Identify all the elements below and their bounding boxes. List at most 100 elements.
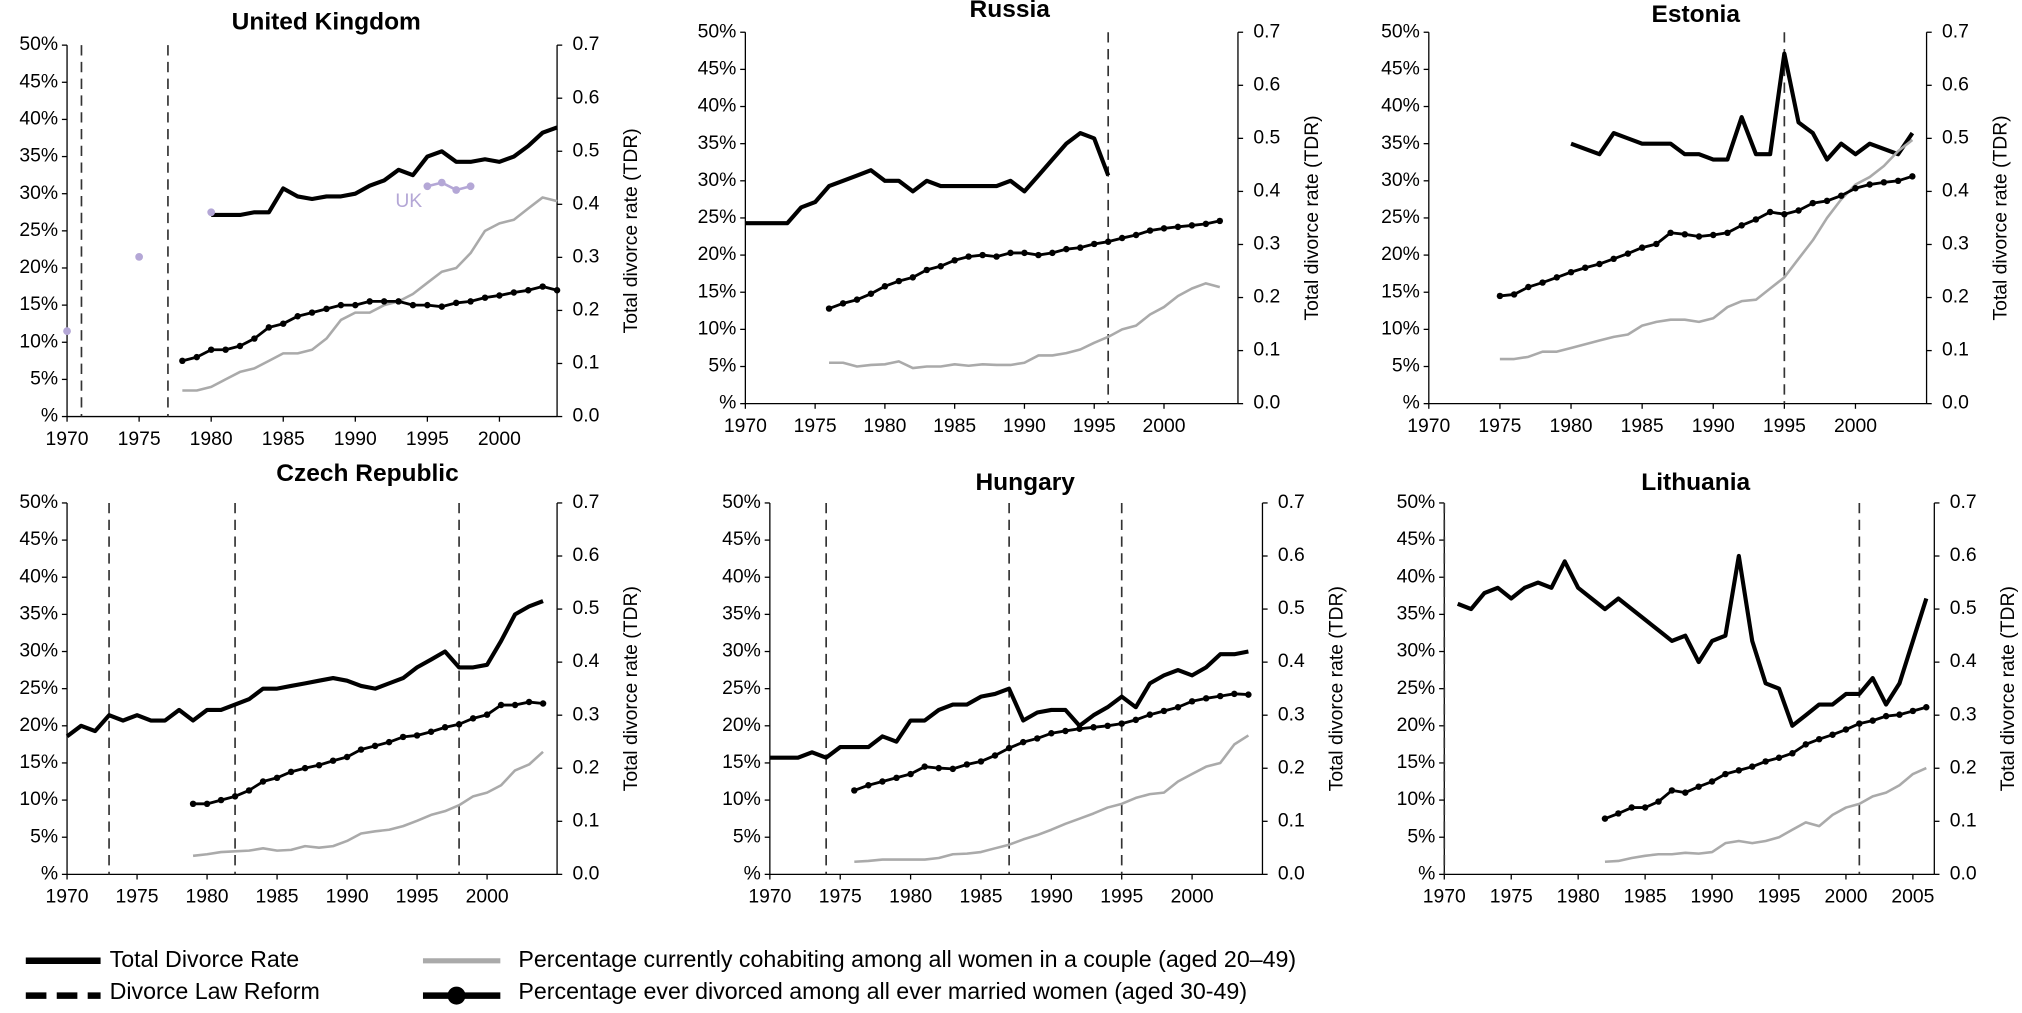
- series-marker: [1909, 173, 1916, 180]
- y2-tick-label: 0.7: [573, 491, 600, 513]
- series-marker: [1007, 249, 1014, 257]
- series-marker: [1132, 716, 1140, 724]
- series-line: [1604, 766, 1927, 864]
- series-marker: [399, 733, 407, 741]
- series-marker: [553, 287, 561, 294]
- series-marker: [1752, 216, 1760, 223]
- y2-tick-label: 0.1: [1278, 809, 1305, 831]
- y-tick-label: 40%: [19, 565, 58, 587]
- series-marker: [881, 283, 889, 290]
- series-marker: [1655, 798, 1662, 805]
- series-marker: [1735, 767, 1743, 774]
- y-tick-label: 10%: [1381, 317, 1420, 339]
- panel: Estonia% 5% 10% 15% 20% 25% 30% 35% 40% 45% 50% 0.0…: [1381, 1, 2011, 437]
- series-marker: [1641, 804, 1649, 811]
- series-marker: [865, 782, 872, 789]
- x-tick-label: 1995: [1073, 415, 1116, 437]
- series-line: [211, 125, 558, 218]
- y2-tick-label: 0.6: [573, 86, 600, 108]
- series-marker: [921, 763, 928, 770]
- y2-tick-label: 0.2: [1253, 286, 1280, 308]
- series-marker: [1019, 738, 1027, 746]
- series-marker: [217, 796, 225, 804]
- series-marker: [1610, 255, 1617, 263]
- series-marker: [1624, 250, 1632, 257]
- series-marker: [301, 764, 309, 772]
- y-tick-label: 20%: [1397, 714, 1436, 736]
- y-tick-label: 45%: [19, 70, 58, 92]
- series-marker: [1118, 720, 1125, 727]
- series-marker: [380, 298, 388, 305]
- series-marker: [207, 346, 215, 353]
- y-tick-label: 40%: [698, 95, 737, 117]
- y2-axis-label: Total divorce rate (TDR): [620, 586, 642, 791]
- y-tick-label: %: [41, 862, 58, 884]
- y2-tick-label: 0.4: [1942, 180, 1969, 202]
- series-line: [854, 734, 1250, 864]
- y-tick-label: 50%: [19, 491, 58, 513]
- series-marker: [343, 753, 351, 761]
- y2-tick-label: 0.0: [1253, 392, 1280, 414]
- series-marker: [839, 300, 847, 307]
- series-line: [1499, 138, 1914, 361]
- series-line: [1570, 51, 1915, 162]
- y-tick-label: 30%: [698, 169, 737, 191]
- series-marker: [1762, 758, 1769, 765]
- y2-tick-label: 0.0: [573, 862, 600, 884]
- y-tick-label: 5%: [30, 368, 58, 390]
- y-tick-label: 15%: [1397, 751, 1436, 773]
- series-marker: [245, 787, 253, 794]
- series-marker: [1062, 727, 1069, 735]
- series-marker: [1802, 741, 1810, 748]
- series-line: [1499, 174, 1913, 298]
- series-marker: [879, 778, 886, 785]
- y-tick-label: 10%: [19, 788, 58, 810]
- y2-tick-label: 0.0: [1942, 392, 1969, 414]
- series-marker: [1823, 197, 1831, 205]
- series-marker: [1596, 260, 1603, 268]
- y2-tick-label: 0.6: [1950, 544, 1977, 566]
- series-marker: [222, 346, 229, 353]
- y-tick-label: 20%: [722, 714, 761, 736]
- y2-axis-label: Total divorce rate (TDR): [1325, 586, 1347, 791]
- x-tick-label: 1980: [863, 415, 906, 437]
- y2-tick-label: 0.6: [1942, 73, 1969, 95]
- series-marker: [273, 774, 281, 782]
- series-marker: [207, 208, 216, 217]
- y2-tick-label: 0.3: [573, 703, 600, 725]
- x-tick-label: 1970: [1407, 415, 1450, 437]
- y-tick-label: 35%: [698, 132, 737, 154]
- series-marker: [203, 800, 211, 808]
- y2-tick-label: 0.7: [1950, 491, 1977, 513]
- series-marker: [1174, 223, 1182, 231]
- legend-label: Divorce Law Reform: [110, 978, 320, 1004]
- series-marker: [963, 761, 971, 768]
- y-tick-label: 35%: [19, 145, 58, 167]
- series-marker: [466, 182, 475, 191]
- x-tick-label: 1990: [1030, 886, 1073, 908]
- y-tick-label: 40%: [722, 565, 761, 587]
- y2-tick-label: 0.5: [1950, 597, 1977, 619]
- y-tick-label: 10%: [698, 317, 737, 339]
- y-tick-label: 35%: [19, 602, 58, 624]
- y-tick-label: 45%: [698, 57, 737, 79]
- y2-tick-label: 0.7: [1278, 491, 1305, 513]
- series-marker: [423, 182, 432, 191]
- series-marker: [853, 296, 861, 303]
- series-marker: [469, 715, 477, 722]
- series-marker: [259, 778, 267, 785]
- series-marker: [189, 800, 197, 808]
- x-tick-label: 2000: [466, 886, 509, 908]
- x-tick-label: 1975: [1490, 886, 1533, 908]
- y-tick-label: 50%: [1381, 20, 1420, 42]
- x-tick-label: 1970: [1423, 886, 1466, 908]
- x-tick-label: 1975: [118, 428, 161, 450]
- x-tick-label: 2000: [478, 428, 521, 450]
- y-tick-label: 40%: [19, 108, 58, 130]
- series-line: [427, 181, 471, 192]
- series-marker: [951, 257, 958, 264]
- legend-label: Percentage currently cohabiting among al…: [518, 946, 1296, 972]
- series-marker: [1896, 711, 1903, 718]
- x-tick-label: 1980: [186, 886, 229, 908]
- series-marker: [1160, 707, 1168, 715]
